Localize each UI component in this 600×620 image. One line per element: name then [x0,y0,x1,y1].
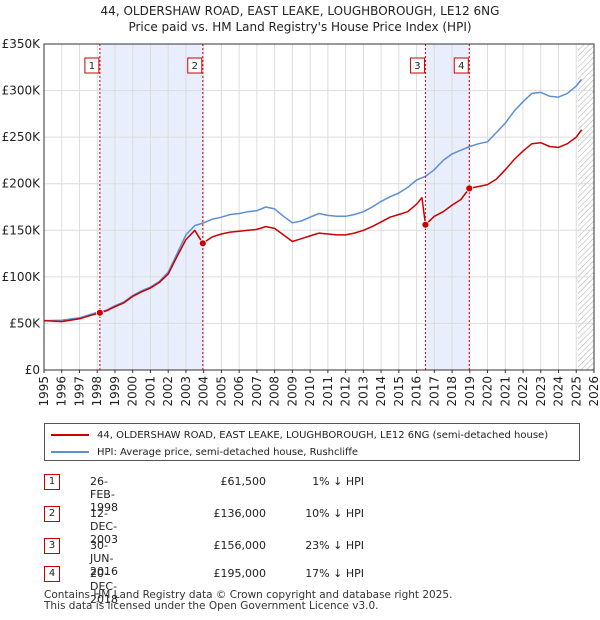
transaction-badge: 4 [44,566,60,582]
footer: Contains HM Land Registry data © Crown c… [44,590,452,612]
chart-title-line2: Price paid vs. HM Land Registry's House … [128,20,472,34]
footer-copyright: Contains HM Land Registry data © Crown c… [44,589,453,601]
y-tick-label: £250K [2,130,42,144]
x-tick-label: 1996 [55,376,69,407]
price-chart: £0 £50K £100K £150K £200K £250K £300K £350K 1995… [2,37,600,407]
x-tick-label: 2019 [463,376,477,407]
x-tick-label: 2011 [321,376,335,407]
sale-number-label: 2 [192,61,198,72]
sale-number-label: 1 [89,61,95,72]
legend-label-property: 44, OLDERSHAW ROAD, EAST LEAKE, LOUGHBOR… [97,429,549,441]
sale-number-box [453,57,469,74]
plot-frame [43,43,595,371]
y-tick-label: £200K [2,177,42,191]
sale-point [421,220,430,229]
footer-license: This data is licensed under the Open Gov… [44,600,379,612]
x-tick-label: 2021 [498,376,512,407]
y-tick-label: £300K [2,84,42,98]
sale-point [465,184,474,193]
y-tick-label: £0 [25,363,40,377]
x-tick-label: 2012 [339,376,353,407]
x-tick-label: 2001 [143,376,157,407]
transaction-hpi-diff: 23% ↓ HPI [305,539,364,552]
x-tick-label: 1999 [108,376,122,407]
legend-swatch-hpi [51,451,89,453]
chart-title-line1: 44, OLDERSHAW ROAD, EAST LEAKE, LOUGHBOR… [100,4,500,18]
x-tick-label: 2013 [356,376,370,407]
x-tick-label: 2026 [587,376,600,407]
y-tick-label: £150K [2,223,42,237]
transaction-date: 26-FEB-1998 [90,475,118,514]
transaction-badge: 2 [44,506,60,522]
y-tick-label: £50K [9,316,41,330]
transaction-date: 20-DEC-2018 [90,567,118,606]
hatched-projection-region [578,44,594,370]
transaction-date: 12-DEC-2003 [90,507,118,546]
x-tick-label: 2002 [161,376,175,407]
sale-point [95,308,104,317]
x-tick-label: 2017 [427,376,441,407]
x-tick-label: 2016 [410,376,424,407]
shaded-ownership-period [425,44,470,370]
transaction-price: £156,000 [213,539,267,552]
legend: 44, OLDERSHAW ROAD, EAST LEAKE, LOUGHBOR… [44,423,580,461]
transaction-badge: 1 [44,474,60,490]
x-tick-label: 2003 [179,376,193,407]
transaction-hpi-diff: 10% ↓ HPI [305,507,364,520]
legend-swatch-property [51,434,89,436]
transaction-hpi-diff: 17% ↓ HPI [305,567,364,580]
sale-number-label: 4 [458,61,464,72]
x-tick-label: 1995 [37,376,51,407]
transaction-date: 30-JUN-2016 [90,539,118,578]
sale-point [198,239,207,248]
hpi-line [43,78,583,322]
transaction-price: £61,500 [220,475,267,488]
sale-number-box [84,57,100,74]
legend-item-property: 44, OLDERSHAW ROAD, EAST LEAKE, LOUGHBOR… [45,427,548,443]
x-tick-label: 2007 [250,376,264,407]
transaction-price: £195,000 [213,567,267,580]
sale-number-box [187,57,203,74]
x-tick-label: 2005 [214,376,228,407]
x-tick-label: 2025 [569,376,583,407]
x-tick-label: 2009 [285,376,299,407]
x-tick-label: 2010 [303,376,317,407]
x-tick-label: 2023 [534,376,548,407]
x-tick-label: 2004 [197,376,211,407]
x-tick-label: 2024 [552,376,566,407]
legend-item-hpi: HPI: Average price, semi-detached house,… [45,444,358,460]
x-tick-label: 2008 [268,376,282,407]
x-tick-label: 2014 [374,376,388,407]
transaction-badge: 3 [44,538,60,554]
y-tick-label: £100K [2,270,42,284]
sale-number-box [409,57,425,74]
x-tick-label: 2000 [126,376,140,407]
y-tick-label: £350K [2,37,42,51]
x-tick-label: 2015 [392,376,406,407]
x-tick-label: 2006 [232,376,246,407]
legend-label-hpi: HPI: Average price, semi-detached house,… [97,446,359,458]
transaction-price: £136,000 [213,507,267,520]
x-tick-label: 1997 [72,376,86,407]
x-tick-label: 2022 [516,376,530,407]
property-price-line [43,129,583,323]
x-tick-label: 1998 [90,376,104,407]
x-tick-label: 2020 [481,376,495,407]
transaction-hpi-diff: 1% ↓ HPI [312,475,364,488]
x-tick-label: 2018 [445,376,459,407]
sale-number-label: 3 [414,61,420,72]
